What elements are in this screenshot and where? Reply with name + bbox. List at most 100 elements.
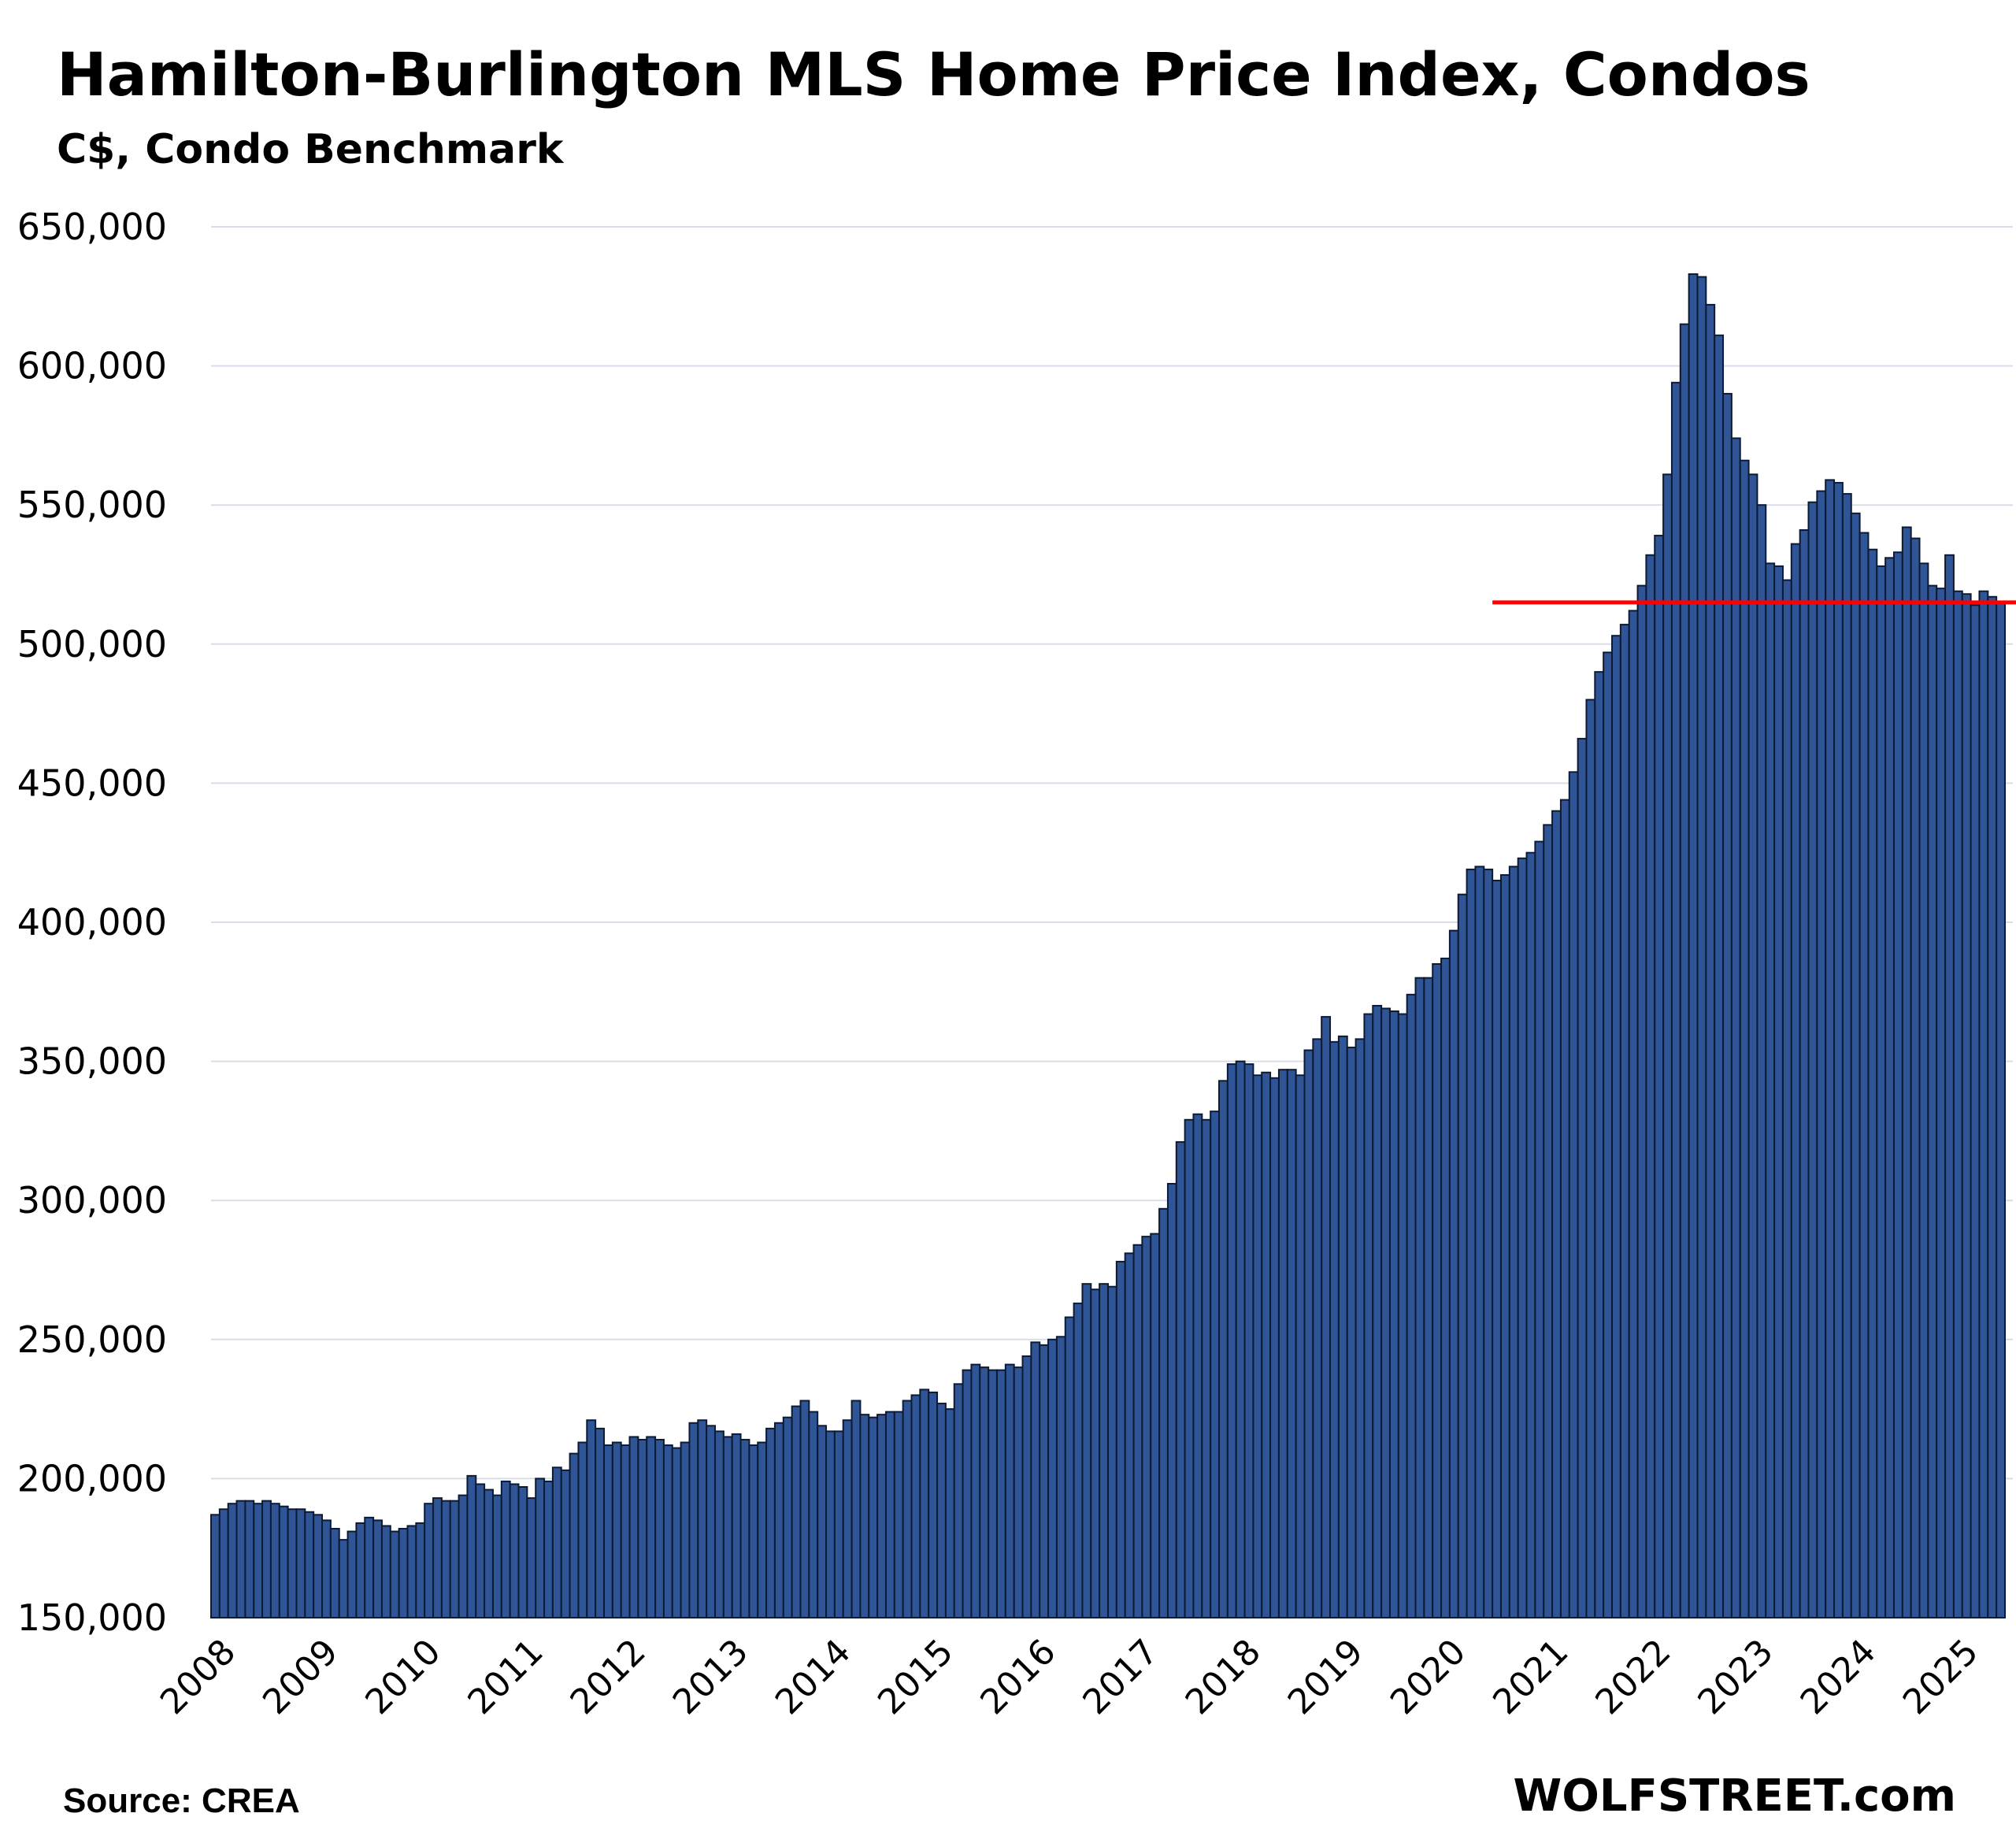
bar — [1568, 771, 1579, 1618]
bar — [1577, 737, 1588, 1618]
bar — [1107, 1285, 1117, 1618]
bar — [569, 1452, 580, 1618]
bar — [817, 1425, 828, 1619]
bar — [1892, 551, 1903, 1618]
y-tick-label: 500,000 — [17, 623, 167, 666]
bar — [919, 1389, 930, 1618]
bar — [850, 1400, 862, 1618]
bar — [714, 1430, 724, 1618]
bar — [1559, 799, 1570, 1619]
bar — [1662, 473, 1673, 1618]
bar — [577, 1441, 588, 1618]
bar — [1312, 1038, 1323, 1618]
bar — [432, 1497, 443, 1618]
bar — [1243, 1063, 1254, 1618]
bar — [304, 1511, 315, 1619]
bar — [944, 1408, 955, 1618]
bar — [1833, 481, 1844, 1619]
bar — [1816, 490, 1827, 1618]
bar — [1944, 554, 1955, 1618]
bar — [458, 1494, 469, 1618]
bar — [1397, 1013, 1408, 1619]
bar — [1884, 557, 1895, 1618]
bar — [765, 1427, 776, 1618]
bar — [380, 1525, 391, 1618]
bar — [1765, 562, 1776, 1618]
bar — [1073, 1302, 1084, 1618]
x-tick-label: 2017 — [1075, 1632, 1166, 1722]
bar — [1525, 851, 1536, 1618]
bars — [210, 273, 2006, 1619]
bar — [253, 1503, 264, 1618]
bar — [509, 1483, 520, 1618]
bar — [1252, 1074, 1263, 1618]
bar — [1440, 957, 1451, 1619]
bar — [1850, 512, 1861, 1618]
bar — [1645, 554, 1656, 1618]
bar — [1483, 868, 1494, 1618]
bar — [1013, 1366, 1024, 1618]
bar — [1781, 579, 1792, 1618]
bar — [884, 1411, 895, 1618]
bar — [902, 1400, 913, 1618]
bar — [389, 1530, 400, 1619]
bar — [484, 1489, 494, 1619]
bar — [893, 1411, 904, 1618]
bar — [1329, 1040, 1340, 1618]
bar — [1799, 528, 1810, 1618]
y-tick-label: 650,000 — [17, 206, 167, 248]
bar — [1551, 810, 1562, 1618]
bar — [611, 1441, 622, 1618]
bar — [1790, 543, 1801, 1618]
bar — [1158, 1207, 1169, 1619]
bar — [1295, 1074, 1306, 1618]
y-tick-label: 550,000 — [17, 484, 167, 526]
bar — [1269, 1077, 1280, 1619]
bar — [628, 1436, 639, 1619]
x-tick-label: 2011 — [460, 1632, 550, 1722]
bar — [1099, 1283, 1110, 1619]
bar — [1978, 590, 1989, 1619]
bar — [1585, 699, 1596, 1619]
bar — [1346, 1046, 1357, 1618]
bar — [970, 1363, 981, 1618]
bar — [526, 1497, 537, 1618]
bar — [1303, 1049, 1314, 1618]
wolfstreet-brand: WOLFSTREET.com — [1513, 1770, 1956, 1822]
x-tick-label: 2022 — [1588, 1632, 1678, 1722]
x-tick-label: 2024 — [1793, 1632, 1884, 1722]
bar — [825, 1430, 836, 1618]
bar — [1380, 1007, 1391, 1618]
bar — [988, 1369, 998, 1619]
bar — [1039, 1344, 1050, 1618]
bar — [995, 1369, 1006, 1619]
bar — [748, 1444, 759, 1619]
bar — [1090, 1288, 1101, 1618]
bar — [1021, 1355, 1032, 1618]
bar — [1628, 610, 1639, 1618]
bar — [1756, 504, 1767, 1619]
bar — [1406, 993, 1417, 1618]
x-tick-label: 2021 — [1485, 1632, 1576, 1722]
bar — [1688, 273, 1699, 1618]
x-tick-label: 2014 — [768, 1632, 858, 1722]
bar — [244, 1500, 255, 1619]
bar — [440, 1500, 451, 1619]
bar — [295, 1508, 306, 1618]
bar — [654, 1438, 665, 1618]
bar — [722, 1436, 733, 1619]
bar — [1423, 977, 1434, 1618]
bar — [1722, 392, 1732, 1618]
bar — [1363, 1013, 1374, 1619]
bar — [1705, 303, 1716, 1618]
y-axis-ticks: 150,000 200,000 250,000 300,000 350,000 400,0… — [17, 206, 167, 1639]
bar — [910, 1394, 921, 1618]
bar — [1226, 1063, 1237, 1618]
bar — [535, 1478, 546, 1619]
bar — [1594, 671, 1605, 1618]
x-tick-label: 2019 — [1280, 1632, 1371, 1722]
x-axis-ticks: 2008 2009 2010 2011 2012 2013 2014 2015 2016 2017… — [153, 1632, 1986, 1722]
x-tick-label: 2010 — [358, 1632, 448, 1722]
bar — [868, 1416, 879, 1618]
bar — [1492, 880, 1502, 1618]
